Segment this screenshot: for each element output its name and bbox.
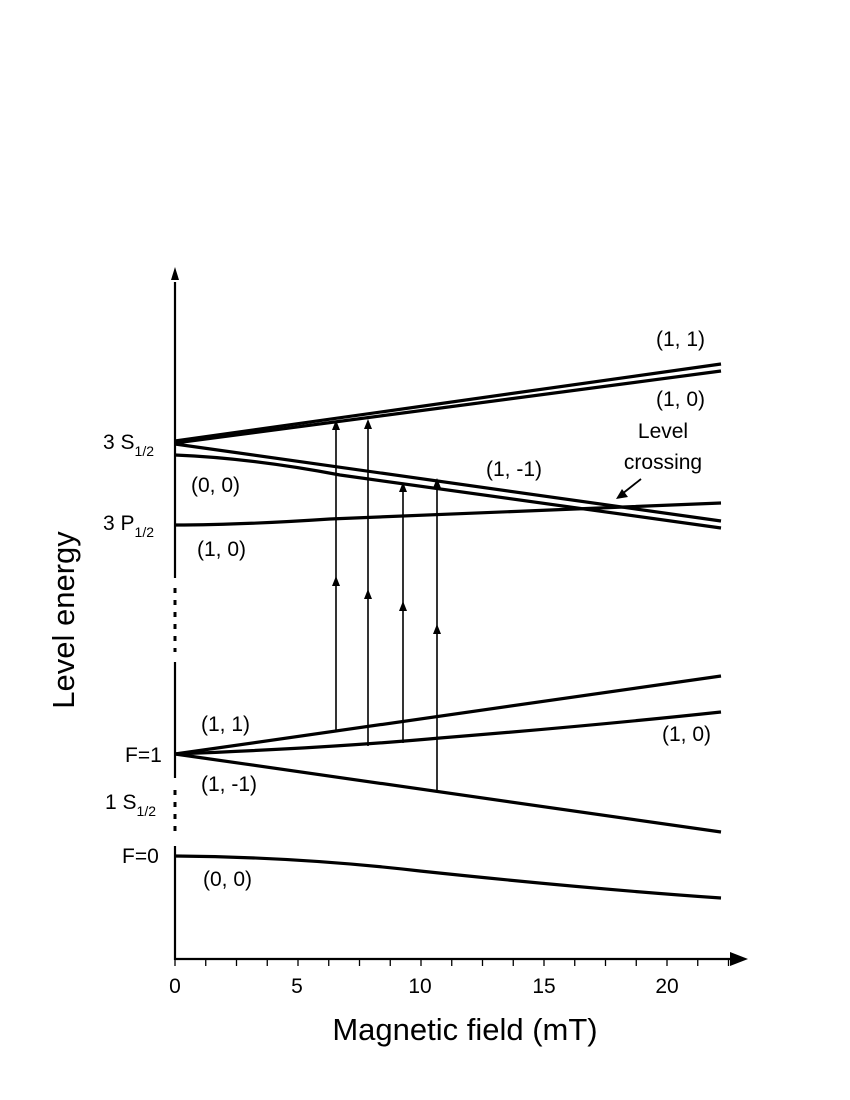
x-axis-arrowhead <box>730 952 748 966</box>
label-3p-level-1-0: (1, 0) <box>197 538 246 561</box>
x-tick-label-5: 5 <box>291 975 303 998</box>
transition-2-arrowhead-top <box>364 419 372 429</box>
y-axis-title: Level energy <box>46 531 81 709</box>
transition-4-arrowhead-mid <box>433 624 441 634</box>
label-3s-half: 3 S1/2 <box>103 431 154 459</box>
label-3s-level-1-minus1: (1, -1) <box>486 458 542 481</box>
transition-1-arrowhead-mid <box>332 576 340 586</box>
level-crossing-annotation: Level crossing <box>616 420 702 499</box>
transition-1-arrowhead-top <box>332 420 340 430</box>
label-1s-level-1-1: (1, 1) <box>201 713 250 736</box>
level-3p-1-0 <box>174 501 722 527</box>
level-1s-1-0 <box>174 710 722 756</box>
state-labels: 3 S1/2 3 P1/2 F=1 1 S1/2 F=0 <box>103 431 162 868</box>
x-axis-title: Magnetic field (mT) <box>332 1012 597 1047</box>
level-1s-1-minus1 <box>174 752 722 834</box>
x-tick-label-20: 20 <box>655 975 678 998</box>
label-1s-half: 1 S1/2 <box>105 791 156 819</box>
label-3s-level-0-0: (0, 0) <box>191 474 240 497</box>
label-3s-level-1-0: (1, 0) <box>656 388 705 411</box>
annotation-arrow-line <box>621 478 642 495</box>
label-1s-level-1-minus1: (1, -1) <box>201 773 257 796</box>
level-1s-1-1 <box>174 674 722 756</box>
level-1s-0-0 <box>174 854 722 900</box>
axes: 0 5 10 15 20 Magnetic field (mT) Level e… <box>46 267 748 1047</box>
x-tick-label-0: 0 <box>169 975 181 998</box>
level-3s-1-1 <box>174 362 722 443</box>
level-3s-1-0 <box>174 369 722 445</box>
transition-1 <box>332 420 340 730</box>
transition-3-arrowhead-top <box>399 482 407 492</box>
label-1s-level-0-0: (0, 0) <box>203 868 252 891</box>
label-1s-level-1-0: (1, 0) <box>662 723 711 746</box>
x-axis-ticks <box>174 959 730 966</box>
level-labels: (1, 1) (1, 0) (1, -1) (0, 0) (1, 0) (1, … <box>191 328 711 891</box>
label-f1: F=1 <box>125 744 162 767</box>
y-axis-arrowhead <box>171 267 179 280</box>
annotation-line-1: Level <box>638 420 688 443</box>
label-f0: F=0 <box>122 845 159 868</box>
transition-4-arrowhead-top <box>433 478 441 488</box>
transition-3 <box>399 482 407 743</box>
transitions <box>332 419 441 791</box>
x-tick-label-10: 10 <box>408 975 431 998</box>
annotation-arrowhead <box>616 489 628 499</box>
transition-2-arrowhead-mid <box>364 589 372 599</box>
transition-3-arrowhead-mid <box>399 601 407 611</box>
energy-levels <box>174 362 722 900</box>
transition-4 <box>433 478 441 791</box>
x-tick-label-15: 15 <box>532 975 555 998</box>
transition-2 <box>364 419 372 746</box>
annotation-line-2: crossing <box>624 451 702 474</box>
label-3s-level-1-1: (1, 1) <box>656 328 705 351</box>
label-3p-half: 3 P1/2 <box>103 512 154 540</box>
level-3s-0-0 <box>174 453 722 530</box>
